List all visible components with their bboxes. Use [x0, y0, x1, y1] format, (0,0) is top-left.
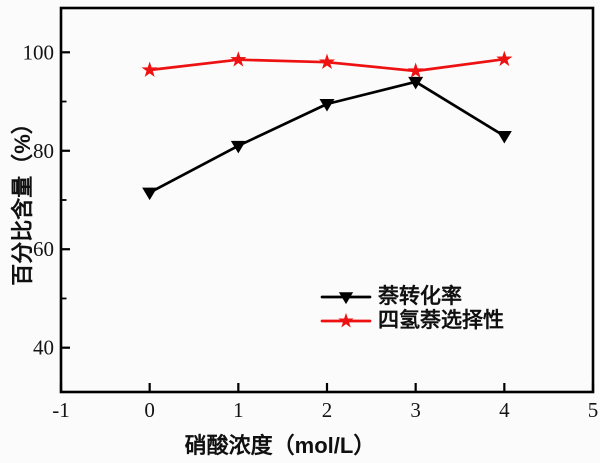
- legend-marker-conversion-icon: [320, 292, 372, 305]
- legend: 萘转化率 四氢萘选择性: [320, 285, 504, 333]
- legend-label-conversion: 萘转化率: [378, 285, 462, 308]
- svg-text:3: 3: [410, 398, 421, 422]
- svg-text:1: 1: [233, 398, 244, 422]
- svg-text:4: 4: [499, 398, 510, 422]
- legend-label-selectivity: 四氢萘选择性: [378, 309, 504, 332]
- x-axis-label: 硝酸浓度（mol/L）: [184, 433, 376, 458]
- svg-text:60: 60: [33, 237, 54, 261]
- svg-text:80: 80: [33, 139, 54, 163]
- legend-item-conversion: 萘转化率: [320, 285, 504, 309]
- svg-text:5: 5: [588, 398, 599, 422]
- svg-text:100: 100: [23, 40, 55, 64]
- legend-item-selectivity: 四氢萘选择性: [320, 309, 504, 333]
- y-axis-label: 百分比含量（%）: [10, 112, 35, 286]
- svg-text:-1: -1: [52, 398, 70, 422]
- legend-marker-selectivity-icon: [320, 312, 372, 328]
- svg-text:2: 2: [322, 398, 333, 422]
- svg-text:0: 0: [144, 398, 155, 422]
- svg-text:40: 40: [33, 336, 54, 360]
